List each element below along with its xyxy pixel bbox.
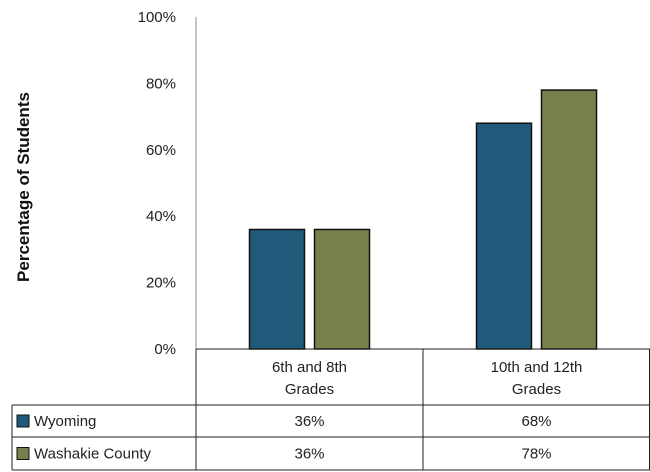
y-tick-label: 60% — [146, 142, 176, 159]
y-tick-label: 40% — [146, 208, 176, 225]
category-label: Grades — [512, 381, 561, 398]
bar-wyoming-1 — [475, 122, 533, 350]
bar-washakie-county-0 — [313, 228, 371, 350]
category-label: 10th and 12th — [491, 359, 583, 376]
y-tick-label: 100% — [138, 9, 176, 26]
legend-series-name: Wyoming — [34, 413, 96, 430]
y-axis-ticks: 0% 20% 40% 60% 80% 100% — [138, 9, 176, 358]
data-label: 68% — [521, 413, 551, 430]
y-tick-label: 20% — [146, 275, 176, 292]
y-tick-label: 0% — [154, 341, 176, 358]
category-label: Grades — [285, 381, 334, 398]
bars — [248, 89, 598, 350]
bar-washakie-county-1 — [540, 89, 598, 350]
bar-wyoming-0 — [248, 228, 306, 350]
data-label: 36% — [294, 413, 324, 430]
legend-swatch — [16, 414, 30, 428]
data-label: 78% — [521, 446, 551, 463]
legend-swatch — [16, 447, 30, 460]
data-table: 6th and 8th Grades 10th and 12th Grades Wyom… — [11, 348, 650, 471]
y-tick-label: 80% — [146, 75, 176, 92]
y-axis-label: Percentage of Students — [14, 92, 33, 282]
category-label: 6th and 8th — [272, 359, 347, 376]
legend-series-name: Washakie County — [34, 446, 151, 463]
data-label: 36% — [294, 446, 324, 463]
